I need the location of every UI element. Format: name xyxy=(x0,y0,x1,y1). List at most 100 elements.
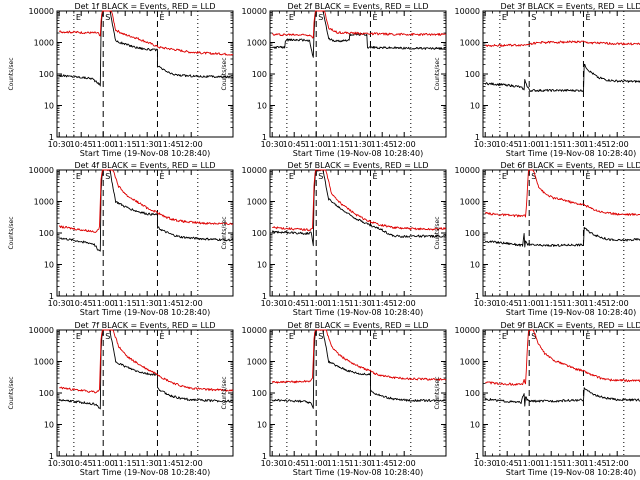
x-tick-label: 12:00 xyxy=(606,299,629,308)
x-tick-label: 11:30 xyxy=(136,140,159,149)
x-tick-label: 10:30 xyxy=(261,459,284,468)
y-tick-label: 1000 xyxy=(34,198,54,207)
events-series-line xyxy=(484,226,640,248)
chart-panel-8: Det 8f BLACK = Events, RED = LLD Start Ti… xyxy=(221,321,447,477)
y-tick-label: 10000 xyxy=(455,326,480,335)
y-tick-label: 10000 xyxy=(29,166,54,175)
marker-label: S xyxy=(318,172,323,181)
plot-frame xyxy=(482,169,640,297)
x-tick-label: 12:00 xyxy=(180,140,203,149)
y-axis-label: Counts/sec xyxy=(434,376,441,409)
lld-series-line xyxy=(59,329,234,394)
x-tick-label: 11:30 xyxy=(136,299,159,308)
marker-label: S xyxy=(105,332,110,341)
y-tick-label: 10 xyxy=(44,261,54,270)
x-tick-label: 11:30 xyxy=(349,140,372,149)
x-tick-label: 10:30 xyxy=(261,299,284,308)
x-tick-label: 10:30 xyxy=(474,140,497,149)
x-tick-label: 10:45 xyxy=(283,299,306,308)
y-tick-label: 1 xyxy=(262,133,267,142)
x-tick-label: 11:45 xyxy=(371,459,394,468)
y-tick-label: 10 xyxy=(44,421,54,430)
chart-title: Det 1f BLACK = Events, RED = LLD xyxy=(74,2,215,11)
x-axis-label: Start Time (19-Nov-08 10:28:40) xyxy=(293,308,423,317)
y-tick-label: 1 xyxy=(262,452,267,461)
x-tick-label: 11:00 xyxy=(518,459,541,468)
y-tick-label: 10 xyxy=(257,421,267,430)
marker-label: S xyxy=(531,332,536,341)
x-tick-label: 10:45 xyxy=(70,299,93,308)
y-tick-label: 100 xyxy=(39,70,54,79)
x-tick-label: 11:00 xyxy=(518,140,541,149)
x-tick-label: 11:15 xyxy=(114,459,137,468)
x-axis-label: Start Time (19-Nov-08 10:28:40) xyxy=(293,149,423,158)
plot-frame xyxy=(482,10,640,138)
x-tick-label: 10:45 xyxy=(496,459,519,468)
chart-panel-2: Det 2f BLACK = Events, RED = LLD Start Ti… xyxy=(221,2,447,158)
y-tick-label: 1000 xyxy=(247,39,267,48)
y-tick-label: 1 xyxy=(49,292,54,301)
x-tick-label: 11:15 xyxy=(540,299,563,308)
y-tick-label: 1000 xyxy=(247,198,267,207)
x-tick-label: 11:45 xyxy=(371,299,394,308)
marker-label: S xyxy=(105,172,110,181)
y-tick-label: 10000 xyxy=(29,326,54,335)
y-axis-label: Counts/sec xyxy=(8,376,15,409)
marker-label: E xyxy=(502,172,507,181)
x-axis-label: Start Time (19-Nov-08 10:28:40) xyxy=(506,308,636,317)
y-tick-label: 1 xyxy=(262,292,267,301)
x-tick-label: 10:45 xyxy=(70,459,93,468)
x-tick-label: 11:00 xyxy=(92,299,115,308)
x-tick-label: 10:45 xyxy=(283,459,306,468)
y-tick-label: 1000 xyxy=(247,358,267,367)
y-tick-label: 10 xyxy=(470,102,480,111)
events-series-line xyxy=(271,169,447,247)
x-tick-label: 12:00 xyxy=(180,459,203,468)
x-tick-label: 11:00 xyxy=(305,459,328,468)
x-tick-label: 10:45 xyxy=(496,140,519,149)
y-axis-label: Counts/sec xyxy=(221,376,228,409)
marker-label: S xyxy=(531,172,536,181)
y-tick-label: 100 xyxy=(39,229,54,238)
y-tick-label: 10000 xyxy=(242,7,267,16)
marker-label: E xyxy=(585,13,590,22)
y-tick-label: 10 xyxy=(44,102,54,111)
x-tick-label: 11:00 xyxy=(92,140,115,149)
marker-label: E xyxy=(159,332,164,341)
chart-title: Det 2f BLACK = Events, RED = LLD xyxy=(287,2,428,11)
x-tick-label: 10:30 xyxy=(474,299,497,308)
x-tick-label: 11:00 xyxy=(305,299,328,308)
y-tick-label: 10000 xyxy=(242,326,267,335)
marker-label: E xyxy=(372,13,377,22)
x-tick-label: 10:45 xyxy=(70,140,93,149)
x-tick-label: 11:30 xyxy=(562,299,585,308)
y-tick-label: 1000 xyxy=(460,198,480,207)
chart-title: Det 3f BLACK = Events, RED = LLD xyxy=(500,2,640,11)
x-tick-label: 12:00 xyxy=(180,299,203,308)
lld-series-line xyxy=(484,169,640,218)
lld-series-line xyxy=(58,10,234,56)
x-tick-label: 12:00 xyxy=(393,459,416,468)
x-tick-label: 11:45 xyxy=(158,140,181,149)
marker-label: E xyxy=(502,332,507,341)
x-tick-label: 12:00 xyxy=(606,140,629,149)
y-tick-label: 1 xyxy=(49,452,54,461)
x-tick-label: 10:45 xyxy=(283,140,306,149)
x-tick-label: 11:00 xyxy=(92,459,115,468)
marker-label: E xyxy=(76,172,81,181)
y-tick-label: 1 xyxy=(49,133,54,142)
marker-label: S xyxy=(318,13,323,22)
marker-label: E xyxy=(502,13,507,22)
chart-title: Det 6f BLACK = Events, RED = LLD xyxy=(500,161,640,170)
lld-series-line xyxy=(271,329,447,384)
x-tick-label: 10:30 xyxy=(474,459,497,468)
y-tick-label: 100 xyxy=(252,229,267,238)
marker-label: E xyxy=(289,13,294,22)
events-series-line xyxy=(484,63,640,92)
chart-panel-1: Det 1f BLACK = Events, RED = LLD Start Ti… xyxy=(8,2,234,158)
marker-label: E xyxy=(159,172,164,181)
y-tick-label: 10000 xyxy=(242,166,267,175)
lld-series-line xyxy=(485,329,640,386)
y-tick-label: 1000 xyxy=(34,358,54,367)
y-tick-label: 10000 xyxy=(455,166,480,175)
